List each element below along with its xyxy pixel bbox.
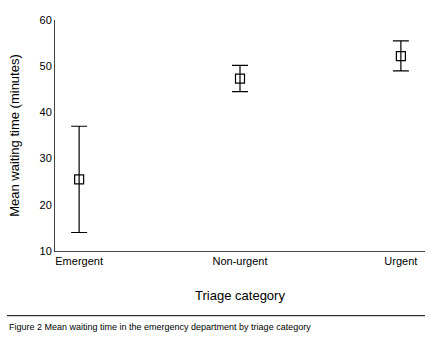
svg-text:20: 20 — [40, 199, 52, 211]
svg-text:60: 60 — [40, 14, 52, 26]
svg-text:Urgent: Urgent — [384, 255, 417, 267]
svg-text:Figure 2 Mean waiting time in: Figure 2 Mean waiting time in the emerge… — [9, 322, 311, 332]
svg-text:30: 30 — [40, 152, 52, 164]
svg-text:40: 40 — [40, 106, 52, 118]
svg-text:Emergent: Emergent — [55, 255, 103, 267]
svg-text:Non-urgent: Non-urgent — [212, 255, 267, 267]
svg-text:Triage category: Triage category — [195, 288, 285, 303]
svg-text:50: 50 — [40, 60, 52, 72]
svg-text:10: 10 — [40, 245, 52, 257]
svg-text:Mean waiting time (minutes): Mean waiting time (minutes) — [7, 54, 22, 217]
